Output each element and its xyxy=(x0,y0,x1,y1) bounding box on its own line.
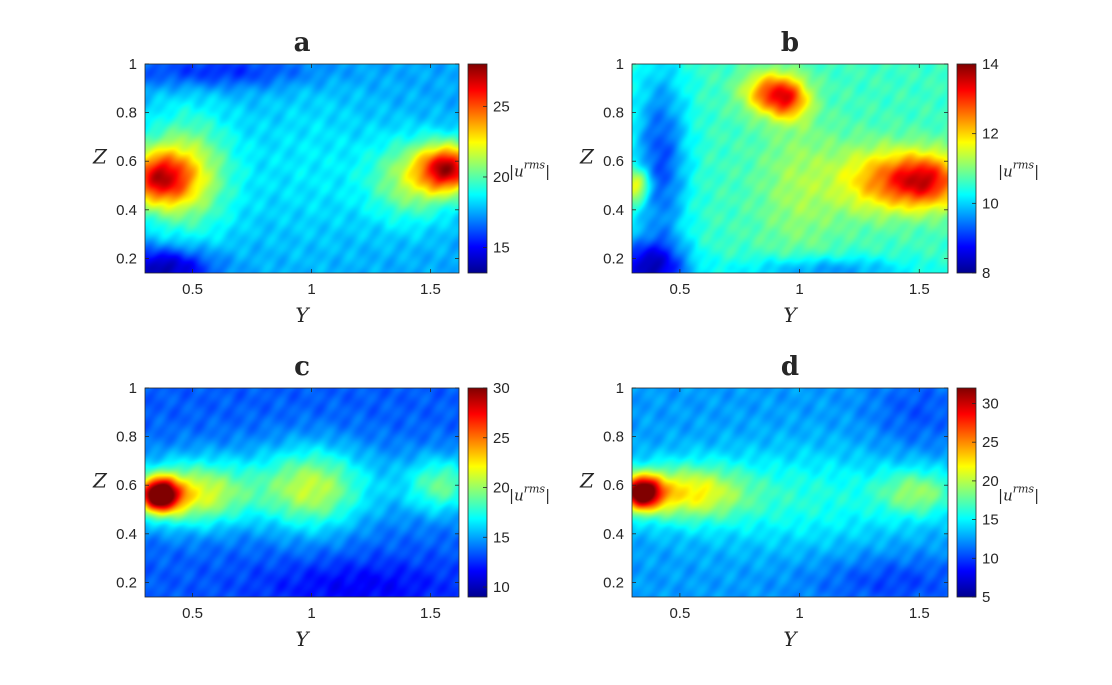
y-tick-label: 0.4 xyxy=(116,526,137,543)
y-axis-label: Z xyxy=(92,144,108,168)
y-tick-label: 0.8 xyxy=(603,429,624,446)
heatmap-field-d xyxy=(632,388,948,597)
axes-frame xyxy=(144,387,460,598)
panel-c: 0.5 1 1.5 0.2 0.4 0.6 0.8 1 c Y Z 10 15 20 25 30 |urms| xyxy=(92,352,550,651)
colorbar-tick-label: 15 xyxy=(493,529,510,546)
colorbar-tick-label: 25 xyxy=(493,430,510,447)
heatmap-field-c xyxy=(145,388,459,597)
x-tick-label: 0.5 xyxy=(182,605,203,622)
y-tick-label: 0.6 xyxy=(603,477,624,494)
y-tick-label: 0.4 xyxy=(116,202,137,219)
colorbar-tick-label: 5 xyxy=(982,589,990,606)
y-tick-label: 0.2 xyxy=(116,250,137,267)
y-axis-label: Z xyxy=(579,144,595,168)
y-tick-label: 0.2 xyxy=(603,250,624,267)
colorbar-tick-label: 12 xyxy=(982,126,999,143)
colorbar xyxy=(956,63,977,274)
panel-d: 0.5 1 1.5 0.2 0.4 0.6 0.8 1 d Y Z 5 10 15 20 25 30 |urms| xyxy=(579,352,1039,651)
y-tick-label: 1 xyxy=(129,380,137,397)
panel-title: b xyxy=(781,28,799,58)
axes-frame xyxy=(631,63,949,274)
y-axis-label: Z xyxy=(579,468,595,492)
x-tick-label: 1 xyxy=(307,281,315,298)
colorbar-tick-label: 30 xyxy=(982,395,999,412)
colorbar-tick-label: 15 xyxy=(982,512,999,529)
y-tick-label: 0.8 xyxy=(603,105,624,122)
y-tick-label: 0.8 xyxy=(116,429,137,446)
colorbar-label: |urms| xyxy=(509,159,550,181)
panel-title: a xyxy=(294,28,311,58)
y-tick-label: 1 xyxy=(616,56,624,73)
colorbar-tick-label: 14 xyxy=(982,56,999,73)
y-tick-label: 0.6 xyxy=(116,477,137,494)
colorbar-tick-label: 25 xyxy=(982,434,999,451)
x-tick-label: 0.5 xyxy=(182,281,203,298)
colorbar xyxy=(956,387,977,598)
colorbar-tick-label: 25 xyxy=(493,98,510,115)
panel-a: 0.5 1 1.5 0.2 0.4 0.6 0.8 1 a Y Z 15 20 25 |urms| xyxy=(92,28,550,327)
x-tick-label: 1.5 xyxy=(420,281,441,298)
x-tick-label: 1 xyxy=(795,605,803,622)
heatmap-field-a xyxy=(145,64,459,273)
colorbar-label: |urms| xyxy=(509,483,550,505)
x-axis-label: Y xyxy=(783,303,798,327)
panel-title: c xyxy=(294,352,310,382)
y-tick-label: 0.6 xyxy=(116,153,137,170)
y-tick-label: 0.2 xyxy=(116,574,137,591)
x-tick-label: 1 xyxy=(795,281,803,298)
x-tick-label: 0.5 xyxy=(669,281,690,298)
colorbar-label: |urms| xyxy=(998,159,1039,181)
y-tick-label: 0.2 xyxy=(603,574,624,591)
x-axis-label: Y xyxy=(783,627,798,651)
panel-b: 0.5 1 1.5 0.2 0.4 0.6 0.8 1 b Y Z 8 10 12 14 |urms| xyxy=(579,28,1039,327)
y-tick-label: 1 xyxy=(129,56,137,73)
colorbar-tick-label: 20 xyxy=(493,480,510,497)
colorbar-tick-label: 8 xyxy=(982,265,990,282)
y-tick-label: 1 xyxy=(616,380,624,397)
y-tick-label: 0.4 xyxy=(603,202,624,219)
axes-frame xyxy=(144,63,460,274)
colorbar-tick-label: 10 xyxy=(493,579,510,596)
panel-title: d xyxy=(781,352,799,382)
colorbar-tick-label: 30 xyxy=(493,380,510,397)
colorbar-tick-label: 10 xyxy=(982,195,999,212)
heatmap-field-b xyxy=(632,64,948,273)
y-tick-label: 0.4 xyxy=(603,526,624,543)
colorbar xyxy=(467,387,488,598)
x-tick-label: 1.5 xyxy=(420,605,441,622)
x-tick-label: 1.5 xyxy=(909,281,930,298)
axes-frame xyxy=(631,387,949,598)
colorbar-tick-label: 20 xyxy=(493,169,510,186)
colorbar-tick-label: 15 xyxy=(493,240,510,257)
colorbar-tick-label: 10 xyxy=(982,550,999,567)
x-tick-label: 0.5 xyxy=(669,605,690,622)
x-axis-label: Y xyxy=(295,303,310,327)
y-tick-label: 0.6 xyxy=(603,153,624,170)
x-tick-label: 1 xyxy=(307,605,315,622)
colorbar xyxy=(467,63,488,274)
colorbar-label: |urms| xyxy=(998,483,1039,505)
y-tick-label: 0.8 xyxy=(116,105,137,122)
x-tick-label: 1.5 xyxy=(909,605,930,622)
y-axis-label: Z xyxy=(92,468,108,492)
colorbar-tick-label: 20 xyxy=(982,473,999,490)
x-axis-label: Y xyxy=(295,627,310,651)
